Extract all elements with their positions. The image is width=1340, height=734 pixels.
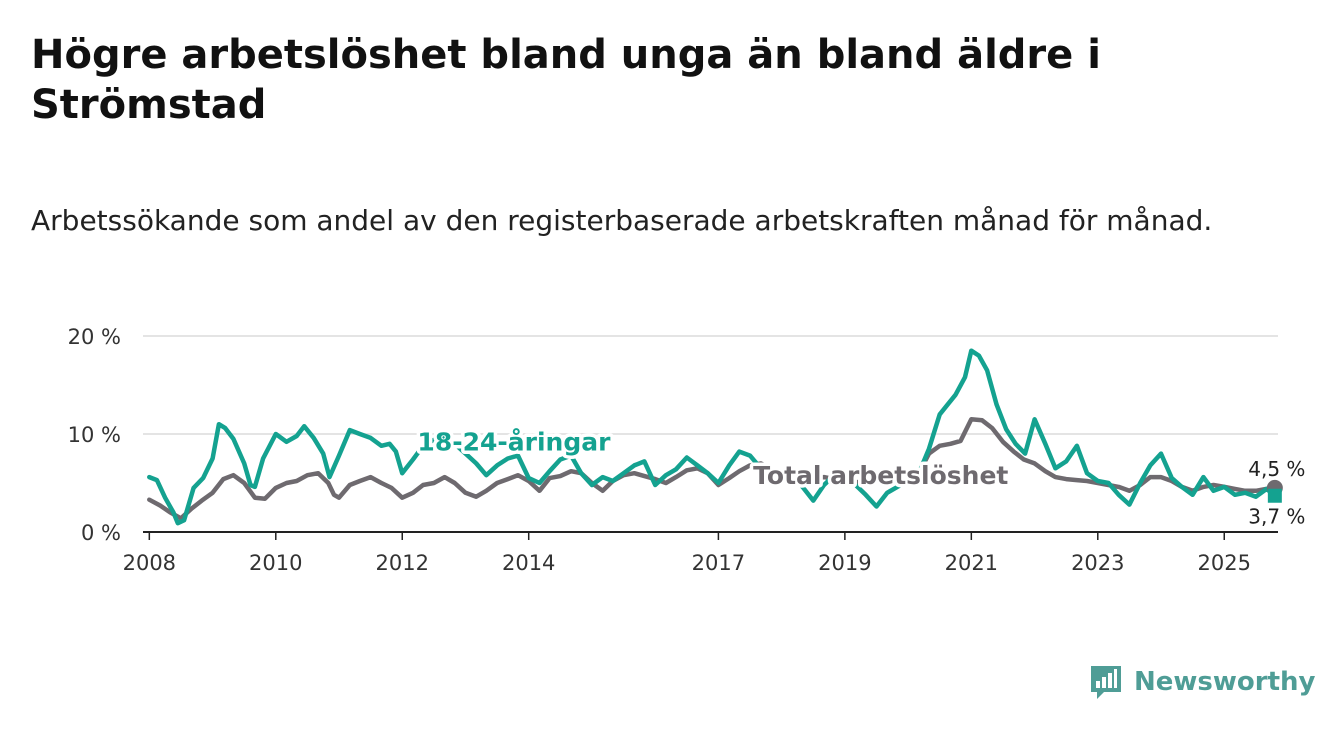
series-label-youth: 18-24-åringar: [417, 428, 611, 457]
series-label-total-halo: Total arbetslöshet: [753, 461, 1008, 490]
series-lines: [147, 348, 1278, 526]
chart-subtitle: Arbetssökande som andel av den registerb…: [31, 204, 1213, 237]
end-value-label-total: 4,5 %: [1248, 457, 1305, 481]
brand-name: Newsworthy: [1134, 667, 1316, 697]
endpoint-marker-youth: [1267, 488, 1282, 503]
series-labels: 4,5 %3,7 %18-24-åringar18-24-åringarTota…: [414, 424, 1306, 529]
x-tick-label: 2017: [692, 551, 745, 575]
y-tick-label: 10 %: [68, 423, 121, 447]
axes: 0 % 10 % 20 % 2008 2010 2012 2014 2017 2019 2021 2…: [68, 325, 1278, 575]
newsworthy-logo-icon: [1091, 666, 1121, 699]
chart-title: Högre arbetslöshet bland unga än bland ä…: [31, 32, 1101, 128]
gridlines: [143, 335, 1278, 435]
x-tick-label: 2023: [1071, 551, 1124, 575]
end-value-label-youth: 3,7 %: [1248, 505, 1305, 529]
x-tick-label: 2021: [945, 551, 998, 575]
x-tick-label: 2025: [1198, 551, 1251, 575]
series-line-youth: [147, 348, 1278, 526]
x-tick-label: 2010: [249, 551, 302, 575]
x-tick-label: 2014: [502, 551, 555, 575]
series-label-total: Total arbetslöshet: [753, 461, 1008, 490]
x-tick-label: 2008: [123, 551, 176, 575]
y-tick-label: 20 %: [68, 325, 121, 349]
line-chart: 0 % 10 % 20 % 2008 2010 2012 2014 2017 2019 2021 2…: [68, 325, 1306, 575]
newsworthy-brand: Newsworthy: [1088, 660, 1315, 704]
series-label-youth-halo: 18-24-åringar: [417, 428, 611, 457]
y-tick-label: 0 %: [81, 521, 121, 545]
x-tick-label: 2012: [376, 551, 429, 575]
x-tick-label: 2019: [818, 551, 871, 575]
